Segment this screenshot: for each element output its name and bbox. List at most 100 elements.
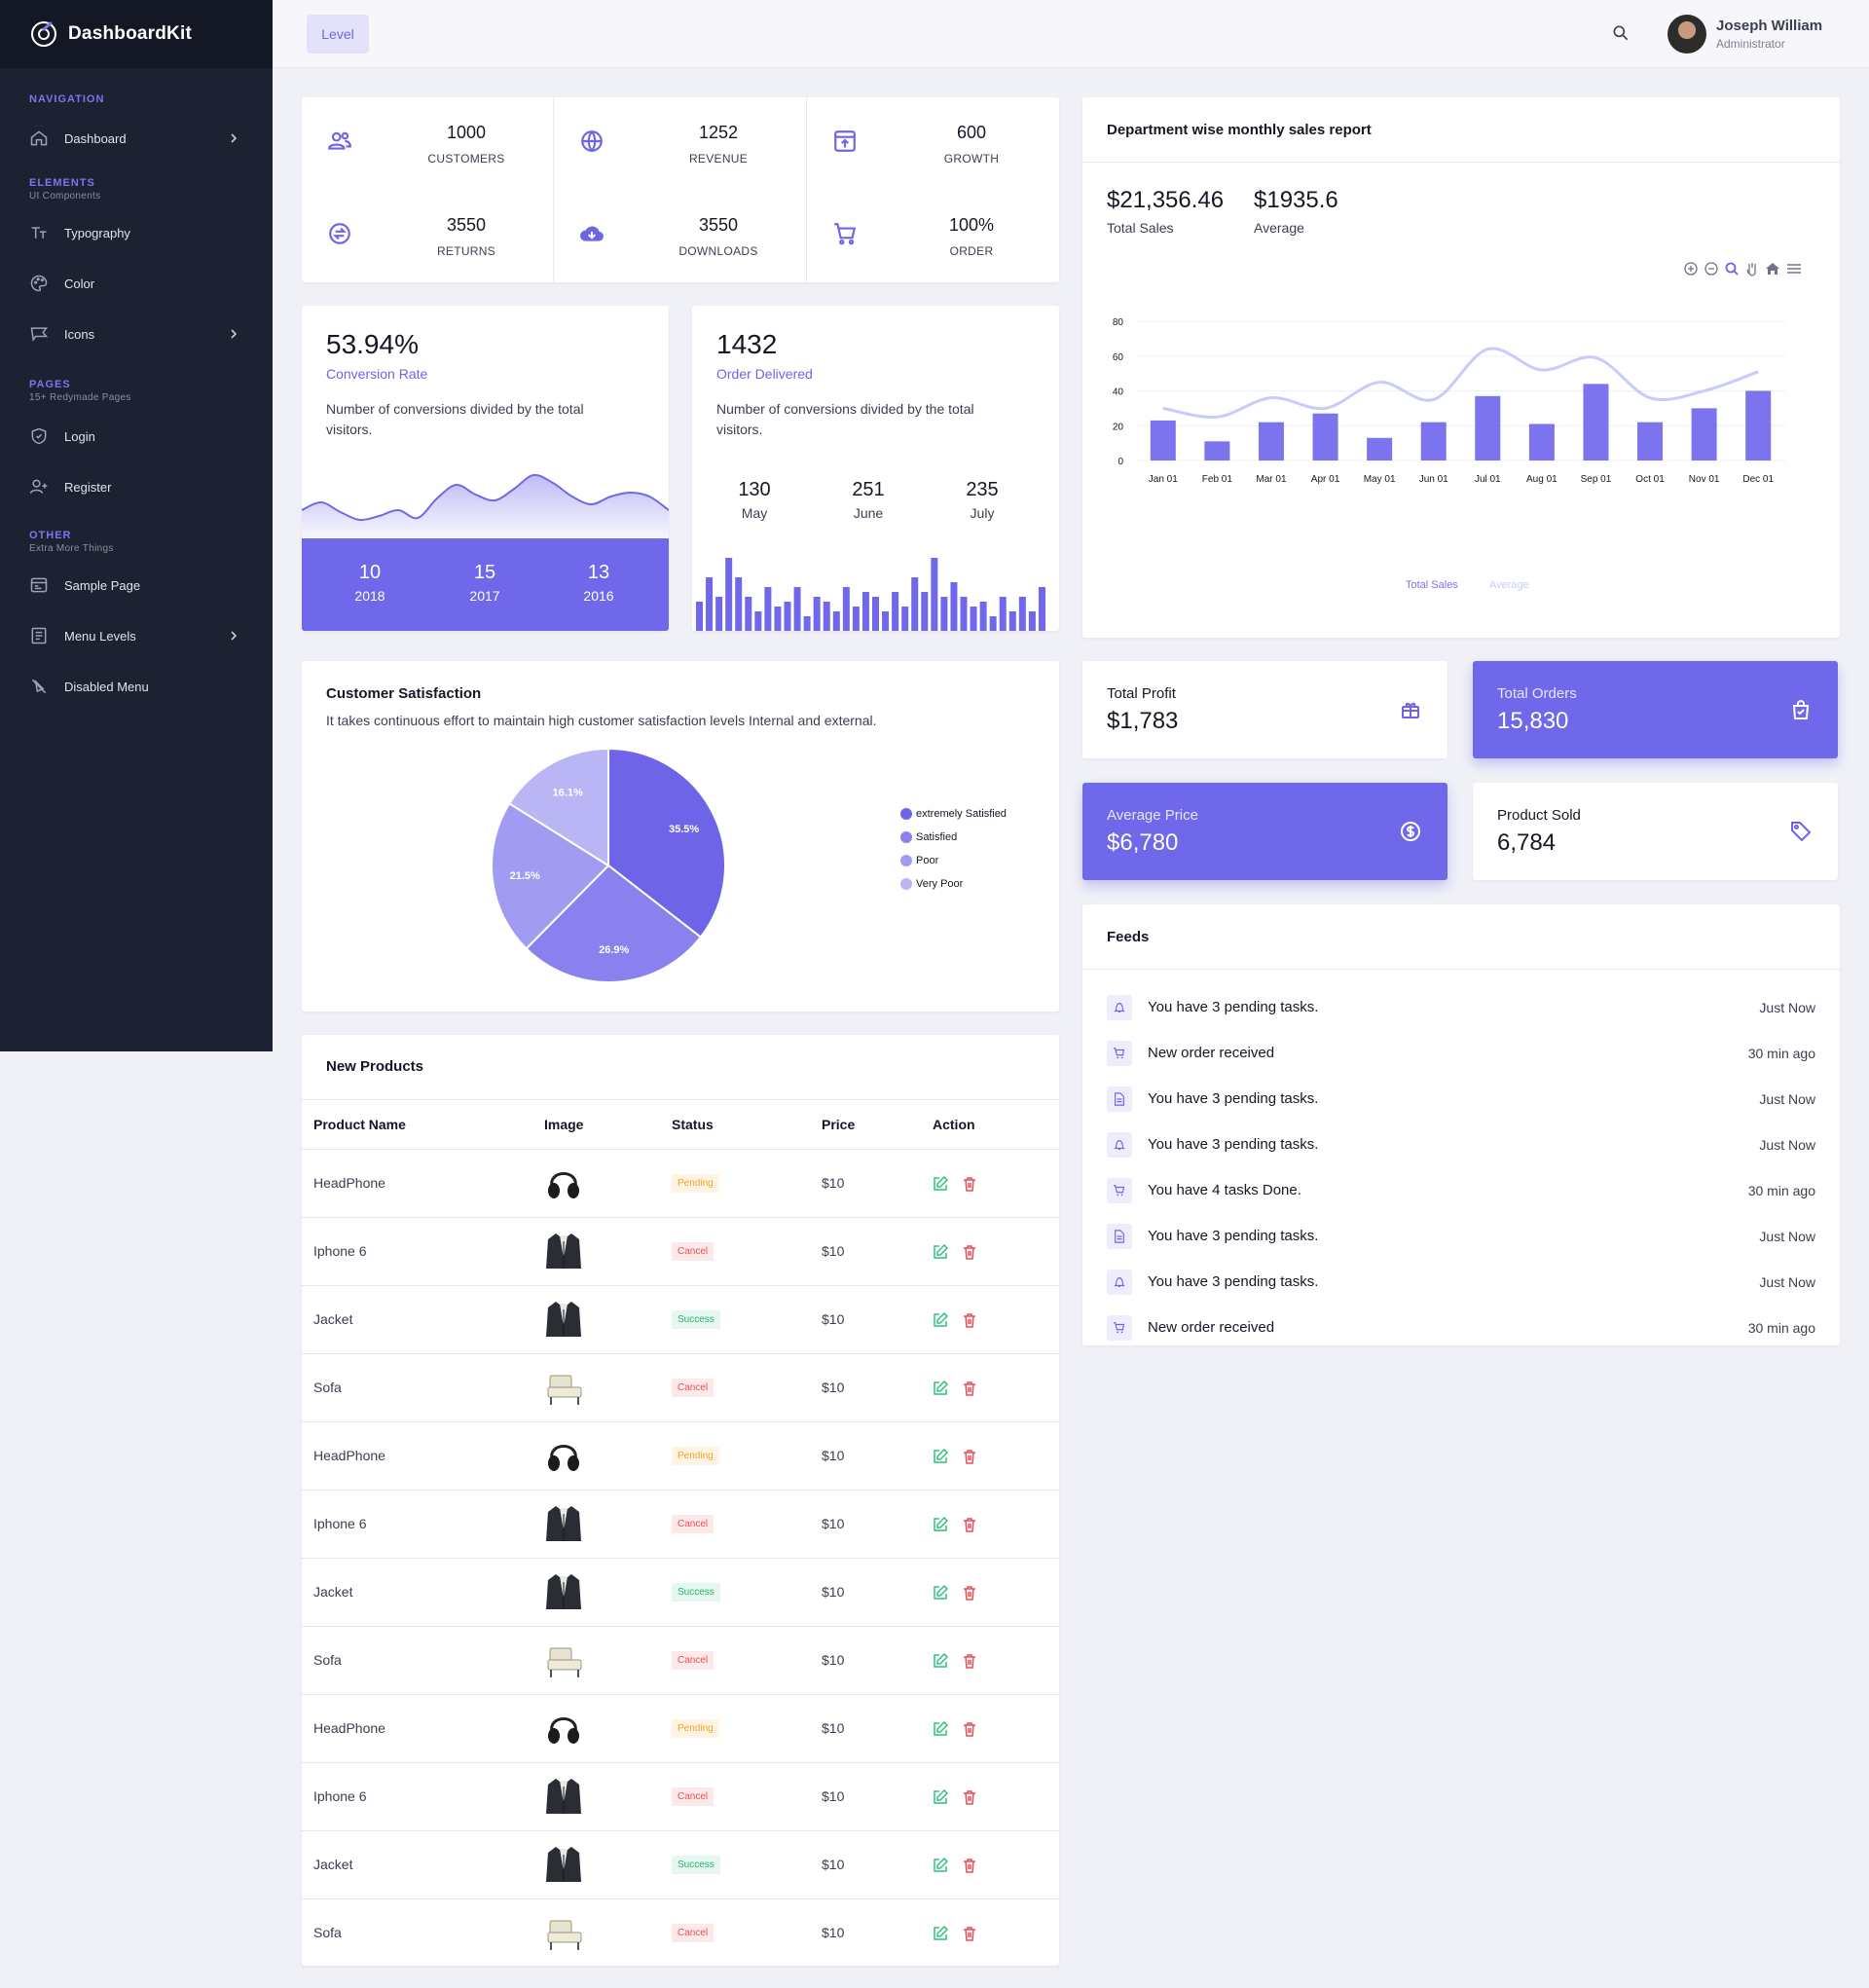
- sidebar-item-menu-levels[interactable]: Menu Levels: [0, 610, 273, 661]
- palette-icon: [30, 275, 48, 292]
- sales-bar: [1367, 437, 1393, 460]
- product-actions: [921, 1626, 1059, 1695]
- feed-item[interactable]: New order received 30 min ago: [1107, 1305, 1815, 1350]
- feed-text: You have 3 pending tasks.: [1148, 1136, 1319, 1153]
- order-bar: [774, 607, 782, 631]
- edit-icon[interactable]: [933, 1720, 949, 1737]
- edit-icon[interactable]: [933, 1311, 949, 1328]
- brand[interactable]: DashboardKit: [0, 0, 273, 68]
- kpi-total-profit: Total Profit $1,783: [1082, 661, 1448, 758]
- pie-slice[interactable]: [507, 747, 609, 867]
- trash-icon[interactable]: [962, 1176, 977, 1192]
- legend-average[interactable]: Average: [1489, 579, 1529, 591]
- sidebar-item-label: Dashboard: [64, 130, 127, 146]
- feed-time: Just Now: [1759, 1090, 1815, 1107]
- users-icon: [328, 131, 351, 150]
- column-header[interactable]: Image: [532, 1100, 660, 1150]
- edit-icon[interactable]: [933, 1584, 949, 1601]
- sidebar-item-login[interactable]: Login: [0, 411, 273, 461]
- edit-icon[interactable]: [933, 1516, 949, 1532]
- trash-icon[interactable]: [962, 1926, 977, 1941]
- trash-icon[interactable]: [962, 1585, 977, 1601]
- table-row: HeadPhone Pending $10: [302, 1421, 1059, 1491]
- pie-slice[interactable]: [491, 801, 610, 950]
- edit-icon[interactable]: [933, 1175, 949, 1192]
- trash-icon[interactable]: [962, 1653, 977, 1669]
- product-status-cell: Cancel: [660, 1217, 810, 1286]
- legend-item[interactable]: Very Poor: [900, 872, 1007, 896]
- feed-item[interactable]: You have 3 pending tasks. Just Now: [1107, 1213, 1815, 1259]
- trash-icon[interactable]: [962, 1858, 977, 1873]
- order-bar: [940, 597, 948, 631]
- sidebar-item-disabled-menu[interactable]: Disabled Menu: [0, 661, 273, 712]
- trash-icon[interactable]: [962, 1517, 977, 1532]
- user-name: Joseph William: [1716, 18, 1823, 34]
- column-header[interactable]: Action: [921, 1100, 1059, 1150]
- product-status-cell: Cancel: [660, 1626, 810, 1695]
- edit-icon[interactable]: [933, 1925, 949, 1941]
- sidebar-item-typography[interactable]: Typography: [0, 207, 273, 258]
- legend-item[interactable]: extremely Satisfied: [900, 802, 1007, 826]
- order-bar: [872, 597, 879, 631]
- search-icon[interactable]: [1611, 23, 1631, 43]
- pie-label: 16.1%: [553, 787, 583, 798]
- sidebar-item-register[interactable]: Register: [0, 461, 273, 512]
- sidebar-item-dashboard[interactable]: Dashboard: [0, 113, 273, 164]
- feed-item[interactable]: You have 3 pending tasks. Just Now: [1107, 984, 1815, 1030]
- feed-item[interactable]: You have 3 pending tasks. Just Now: [1107, 1259, 1815, 1305]
- feed-item[interactable]: You have 3 pending tasks. Just Now: [1107, 1122, 1815, 1167]
- menu-icon[interactable]: [1785, 261, 1803, 276]
- feed-item[interactable]: You have 3 pending tasks. Just Now: [1107, 1076, 1815, 1122]
- feed-item[interactable]: You have 4 tasks Done. 30 min ago: [1107, 1167, 1815, 1213]
- edit-icon[interactable]: [933, 1788, 949, 1805]
- trash-icon[interactable]: [962, 1381, 977, 1396]
- satisfaction-pie-chart: 35.5% 26.9% 21.5% 16.1%: [491, 747, 726, 983]
- legend-item[interactable]: Satisfied: [900, 826, 1007, 849]
- feed-time: Just Now: [1759, 1273, 1815, 1290]
- column-header[interactable]: Price: [810, 1100, 921, 1150]
- trash-icon[interactable]: [962, 1244, 977, 1260]
- trash-icon[interactable]: [962, 1449, 977, 1464]
- pie-slice[interactable]: [607, 747, 726, 939]
- edit-icon[interactable]: [933, 1652, 949, 1669]
- year-label: 2018: [354, 588, 385, 604]
- bell-icon: [1114, 1002, 1125, 1012]
- status-badge: Success: [672, 1856, 720, 1874]
- table-row: Iphone 6 Cancel $10: [302, 1490, 1059, 1559]
- month-num: 130: [738, 479, 771, 500]
- avatar[interactable]: [1667, 15, 1706, 54]
- pie-slice[interactable]: [525, 864, 703, 983]
- feed-time: Just Now: [1759, 1228, 1815, 1244]
- trash-icon[interactable]: [962, 1721, 977, 1737]
- legend-item[interactable]: Poor: [900, 849, 1007, 872]
- trash-icon[interactable]: [962, 1789, 977, 1805]
- year-label: 2016: [583, 588, 614, 604]
- feed-item[interactable]: New order received 30 min ago: [1107, 1030, 1815, 1076]
- reset-home-icon[interactable]: [1765, 261, 1780, 276]
- product-price: $10: [810, 1353, 921, 1422]
- trash-icon[interactable]: [962, 1312, 977, 1328]
- product-actions: [921, 1149, 1059, 1218]
- sidebar-item-sample-page[interactable]: Sample Page: [0, 560, 273, 610]
- sidebar-item-color[interactable]: Color: [0, 258, 273, 309]
- sidebar-item-label: Menu Levels: [64, 628, 136, 644]
- pan-icon[interactable]: [1744, 261, 1760, 276]
- zoom-in-icon[interactable]: [1683, 261, 1699, 276]
- feed-icon-box: [1107, 1223, 1132, 1249]
- edit-icon[interactable]: [933, 1857, 949, 1873]
- user-info[interactable]: Joseph William Administrator: [1716, 18, 1822, 51]
- zoom-out-icon[interactable]: [1704, 261, 1719, 276]
- legend-total-sales[interactable]: Total Sales: [1406, 579, 1458, 591]
- edit-icon[interactable]: [933, 1448, 949, 1464]
- sidebar-item-icons[interactable]: Icons: [0, 309, 273, 359]
- edit-icon[interactable]: [933, 1243, 949, 1260]
- zoom-select-icon[interactable]: [1724, 261, 1740, 276]
- stat-label: DOWNLOADS: [678, 244, 758, 258]
- column-header[interactable]: Product Name: [302, 1100, 532, 1150]
- column-header[interactable]: Status: [660, 1100, 810, 1150]
- product-price: $10: [810, 1694, 921, 1763]
- x-tick-label: Nov 01: [1689, 474, 1720, 485]
- edit-icon[interactable]: [933, 1380, 949, 1396]
- level-button[interactable]: Level: [307, 15, 369, 54]
- stat-value: 100%: [948, 215, 995, 235]
